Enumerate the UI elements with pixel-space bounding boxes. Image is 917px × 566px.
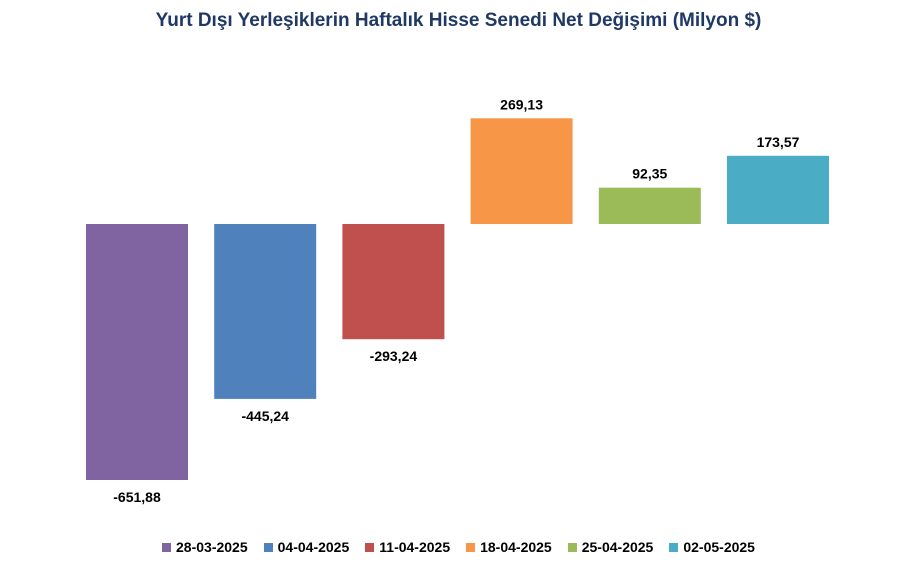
legend-label: 25-04-2025 xyxy=(581,539,654,555)
bar-25-04-2025 xyxy=(598,187,701,224)
legend-swatch xyxy=(162,542,172,552)
legend-item-25-04-2025: 25-04-2025 xyxy=(567,539,654,555)
legend-item-11-04-2025: 11-04-2025 xyxy=(365,539,450,555)
data-label-02-05-2025: 173,57 xyxy=(757,134,800,150)
legend-item-02-05-2025: 02-05-2025 xyxy=(669,539,755,555)
legend-label: 02-05-2025 xyxy=(683,539,755,555)
legend-item-18-04-2025: 18-04-2025 xyxy=(466,539,552,555)
bar-02-05-2025 xyxy=(727,155,829,224)
legend-item-28-03-2025: 28-03-2025 xyxy=(162,539,248,555)
legend-swatch xyxy=(263,542,273,552)
legend-swatch xyxy=(466,542,476,552)
data-label-11-04-2025: -293,24 xyxy=(370,348,418,364)
legend-label: 11-04-2025 xyxy=(379,539,451,555)
bar-18-04-2025 xyxy=(470,118,573,224)
legend-item-04-04-2025: 04-04-2025 xyxy=(263,539,350,555)
legend-swatch xyxy=(567,542,577,552)
data-label-25-04-2025: 92,35 xyxy=(632,166,667,182)
chart-legend: 28-03-2025 04-04-2025 11-04-2025 18-04-2025… xyxy=(0,539,917,555)
bar-11-04-2025 xyxy=(342,224,445,340)
chart-title: Yurt Dışı Yerleşiklerin Haftalık Hisse S… xyxy=(155,10,762,31)
bar-04-04-2025 xyxy=(214,224,317,399)
data-label-04-04-2025: -445,24 xyxy=(241,408,289,424)
legend-swatch xyxy=(669,542,679,552)
legend-label: 04-04-2025 xyxy=(277,539,350,555)
legend-label: 28-03-2025 xyxy=(176,539,248,555)
data-label-18-04-2025: 269,13 xyxy=(500,96,543,112)
bar-28-03-2025 xyxy=(86,224,188,480)
data-label-28-03-2025: -651,88 xyxy=(113,489,161,505)
legend-label: 18-04-2025 xyxy=(480,539,552,555)
legend-swatch xyxy=(365,542,375,552)
